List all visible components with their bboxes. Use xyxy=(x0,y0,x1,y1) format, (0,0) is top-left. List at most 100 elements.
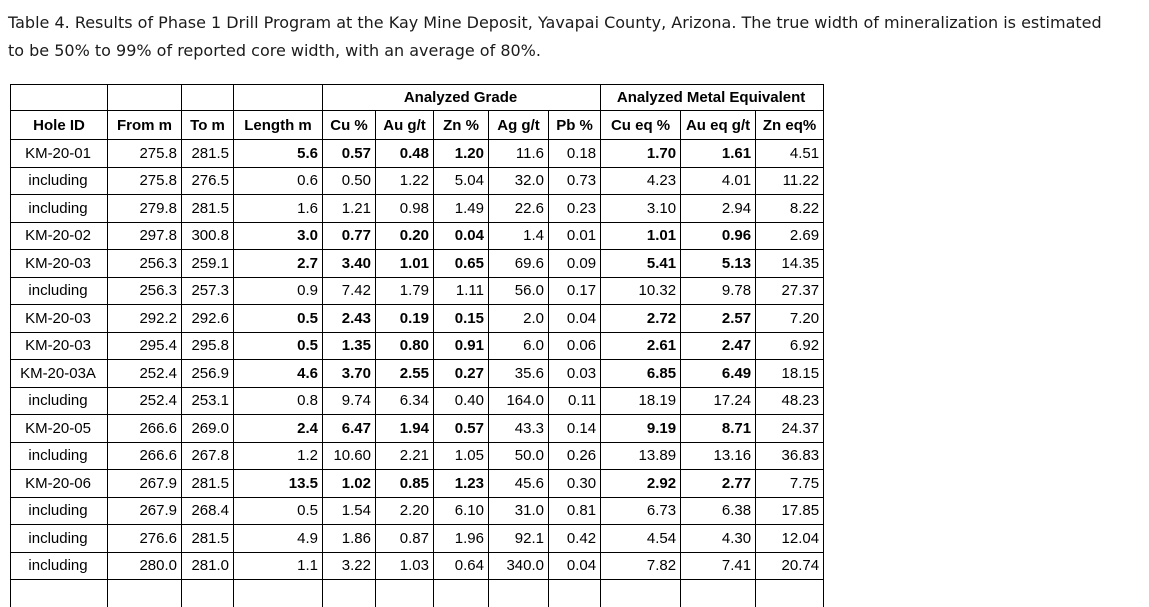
cu-cell: 1.35 xyxy=(323,332,376,360)
cu-eq-cell: 3.10 xyxy=(601,195,681,223)
from-cell: 267.9 xyxy=(108,470,182,498)
hole-id-cell: KM-20-01 xyxy=(11,140,108,168)
hole-id-cell: including xyxy=(11,525,108,553)
au-eq-cell: 1.61 xyxy=(681,140,756,168)
column-header-cu-eq: Cu eq % xyxy=(601,111,681,140)
table-caption: Table 4. Results of Phase 1 Drill Progra… xyxy=(8,9,1108,65)
ag-cell: 11.6 xyxy=(489,140,549,168)
ag-cell: 92.1 xyxy=(489,525,549,553)
to-cell: 281.5 xyxy=(182,140,234,168)
pb-cell: 0.11 xyxy=(549,387,601,415)
column-header-length: Length m xyxy=(234,111,323,140)
au-cell: 1.79 xyxy=(376,277,434,305)
au-eq-cell: 0.96 xyxy=(681,222,756,250)
to-cell: 281.5 xyxy=(182,470,234,498)
to-cell: 253.1 xyxy=(182,387,234,415)
from-cell: 275.8 xyxy=(108,167,182,195)
au-eq-cell: 13.16 xyxy=(681,442,756,470)
zn-eq-cell: 2.69 xyxy=(756,222,824,250)
zn-cell: 1.11 xyxy=(434,277,489,305)
au-cell: 2.21 xyxy=(376,442,434,470)
ag-cell: 2.0 xyxy=(489,305,549,333)
clipped-cell xyxy=(489,580,549,607)
au-cell: 0.20 xyxy=(376,222,434,250)
ag-cell: 43.3 xyxy=(489,415,549,443)
zn-eq-cell: 7.75 xyxy=(756,470,824,498)
au-eq-cell: 2.47 xyxy=(681,332,756,360)
hole-id-cell: KM-20-02 xyxy=(11,222,108,250)
au-cell: 1.01 xyxy=(376,250,434,278)
length-cell: 13.5 xyxy=(234,470,323,498)
length-cell: 4.6 xyxy=(234,360,323,388)
zn-eq-cell: 11.22 xyxy=(756,167,824,195)
clipped-cell xyxy=(108,580,182,607)
au-cell: 6.34 xyxy=(376,387,434,415)
au-eq-cell: 2.57 xyxy=(681,305,756,333)
pb-cell: 0.26 xyxy=(549,442,601,470)
hole-id-cell: KM-20-03 xyxy=(11,305,108,333)
length-cell: 2.7 xyxy=(234,250,323,278)
ag-cell: 31.0 xyxy=(489,497,549,525)
zn-eq-cell: 20.74 xyxy=(756,552,824,580)
to-cell: 269.0 xyxy=(182,415,234,443)
clipped-cell xyxy=(323,580,376,607)
zn-eq-cell: 36.83 xyxy=(756,442,824,470)
cu-cell: 3.70 xyxy=(323,360,376,388)
length-cell: 1.2 xyxy=(234,442,323,470)
to-cell: 268.4 xyxy=(182,497,234,525)
au-eq-cell: 6.49 xyxy=(681,360,756,388)
cu-eq-cell: 1.01 xyxy=(601,222,681,250)
length-cell: 2.4 xyxy=(234,415,323,443)
au-cell: 1.03 xyxy=(376,552,434,580)
from-cell: 275.8 xyxy=(108,140,182,168)
hole-id-cell: including xyxy=(11,195,108,223)
to-cell: 259.1 xyxy=(182,250,234,278)
group-header-row: Analyzed Grade Analyzed Metal Equivalent xyxy=(11,85,824,111)
from-cell: 267.9 xyxy=(108,497,182,525)
au-cell: 0.85 xyxy=(376,470,434,498)
to-cell: 257.3 xyxy=(182,277,234,305)
zn-eq-cell: 27.37 xyxy=(756,277,824,305)
column-header-to: To m xyxy=(182,111,234,140)
ag-cell: 6.0 xyxy=(489,332,549,360)
column-header-ag: Ag g/t xyxy=(489,111,549,140)
zn-cell: 6.10 xyxy=(434,497,489,525)
au-cell: 2.55 xyxy=(376,360,434,388)
from-cell: 252.4 xyxy=(108,360,182,388)
to-cell: 281.0 xyxy=(182,552,234,580)
to-cell: 292.6 xyxy=(182,305,234,333)
au-cell: 0.48 xyxy=(376,140,434,168)
au-cell: 2.20 xyxy=(376,497,434,525)
column-header-zn-eq: Zn eq% xyxy=(756,111,824,140)
group-header-analyzed-grade: Analyzed Grade xyxy=(323,85,601,111)
clipped-cell xyxy=(434,580,489,607)
zn-eq-cell: 4.51 xyxy=(756,140,824,168)
group-header-empty-cell xyxy=(108,85,182,111)
zn-cell: 0.91 xyxy=(434,332,489,360)
column-header-from: From m xyxy=(108,111,182,140)
ag-cell: 164.0 xyxy=(489,387,549,415)
zn-eq-cell: 24.37 xyxy=(756,415,824,443)
pb-cell: 0.18 xyxy=(549,140,601,168)
pb-cell: 0.06 xyxy=(549,332,601,360)
clipped-cell xyxy=(376,580,434,607)
column-header-pb: Pb % xyxy=(549,111,601,140)
clipped-cell xyxy=(756,580,824,607)
zn-eq-cell: 8.22 xyxy=(756,195,824,223)
zn-eq-cell: 7.20 xyxy=(756,305,824,333)
zn-eq-cell: 48.23 xyxy=(756,387,824,415)
cu-eq-cell: 6.85 xyxy=(601,360,681,388)
au-eq-cell: 17.24 xyxy=(681,387,756,415)
ag-cell: 32.0 xyxy=(489,167,549,195)
au-eq-cell: 7.41 xyxy=(681,552,756,580)
au-eq-cell: 4.01 xyxy=(681,167,756,195)
zn-cell: 1.49 xyxy=(434,195,489,223)
cu-cell: 1.02 xyxy=(323,470,376,498)
zn-eq-cell: 17.85 xyxy=(756,497,824,525)
